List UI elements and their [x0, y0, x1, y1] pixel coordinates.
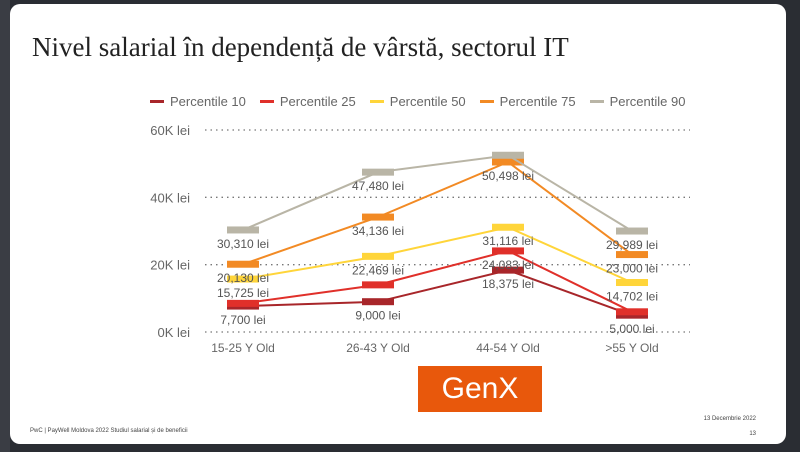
legend-label: Percentile 25	[279, 94, 356, 109]
series-marker	[227, 275, 259, 283]
data-label: 23,000 lei	[606, 262, 658, 276]
series-line	[242, 249, 633, 313]
series-line	[242, 154, 633, 232]
series-line	[242, 226, 633, 284]
data-label: 30,310 lei	[217, 237, 269, 251]
data-label: 18,375 lei	[482, 277, 534, 291]
legend-item: Percentile 50	[369, 94, 466, 109]
series-marker	[362, 298, 394, 306]
legend-swatch	[479, 100, 494, 103]
series-marker	[492, 158, 524, 166]
legend-swatch	[259, 100, 274, 103]
series-marker	[362, 252, 394, 260]
legend-label: Percentile 90	[609, 94, 686, 109]
series-marker	[227, 299, 259, 307]
series-marker	[492, 247, 524, 255]
window-frame-right	[786, 0, 800, 452]
slide: Nivel salarial în dependență de vârstă, …	[10, 4, 786, 444]
series-marker	[492, 151, 524, 159]
series-marker	[362, 168, 394, 176]
genx-badge: GenX	[418, 366, 542, 412]
legend-swatch	[150, 100, 164, 103]
series-marker	[492, 223, 524, 231]
data-label: 14,702 lei	[606, 290, 658, 304]
series-marker	[616, 251, 648, 259]
x-tick-label: 15-25 Y Old	[211, 341, 275, 355]
series-marker	[492, 266, 524, 274]
data-label: 20,130 lei	[217, 271, 269, 285]
footer-source: PwC | PayWell Moldova 2022 Studiul salar…	[30, 428, 188, 434]
y-tick-label: 0K lei	[157, 325, 190, 340]
series-marker	[616, 227, 648, 235]
data-label: 34,136 lei	[352, 224, 404, 238]
x-tick-label: 44-54 Y Old	[476, 341, 540, 355]
data-label: 24,083 lei	[482, 258, 534, 272]
data-label: 31,116 lei	[482, 234, 533, 248]
data-label: 15,725 lei	[217, 286, 269, 300]
series-marker	[362, 281, 394, 289]
legend-item: Percentile 10	[150, 94, 246, 109]
data-label: 9,000 lei	[355, 309, 400, 323]
series-marker	[227, 226, 259, 234]
legend-swatch	[369, 100, 384, 103]
data-label: 47,480 lei	[352, 179, 404, 193]
legend-item: Percentile 90	[589, 94, 686, 109]
data-label: 29,989 lei	[606, 238, 658, 252]
chart-legend: Percentile 10 Percentile 25 Percentile 50 P…	[150, 94, 685, 109]
window-frame-left	[0, 0, 10, 452]
series-marker	[362, 213, 394, 221]
series-marker	[616, 279, 648, 287]
data-label: 50,498 lei	[482, 169, 534, 183]
salary-line-chart: 0K lei 20K lei 40K lei 60K lei 15-25 Y Old 26…	[150, 123, 690, 355]
legend-item: Percentile 25	[259, 94, 356, 109]
slide-title: Nivel salarial în dependență de vârstă, …	[32, 32, 569, 62]
x-tick-label: 26-43 Y Old	[346, 341, 410, 355]
x-tick-label: >55 Y Old	[605, 341, 658, 355]
data-label: 22,469 lei	[352, 263, 404, 277]
data-label: 5,000 lei	[609, 322, 654, 336]
series-line	[242, 160, 633, 266]
legend-swatch	[589, 100, 604, 103]
legend-item: Percentile 75	[479, 94, 576, 109]
footer-date: 13 Decembrie 2022	[703, 416, 756, 422]
legend-label: Percentile 50	[389, 94, 466, 109]
series-marker	[616, 308, 648, 316]
y-tick-label: 60K lei	[150, 123, 190, 138]
data-label: 7,700 lei	[220, 313, 265, 327]
series-marker	[227, 260, 259, 268]
legend-label: Percentile 75	[499, 94, 576, 109]
series-line	[242, 269, 633, 317]
y-tick-label: 40K lei	[150, 190, 190, 205]
y-tick-label: 20K lei	[150, 258, 190, 273]
page-number: 13	[749, 431, 756, 437]
legend-label: Percentile 10	[170, 94, 246, 109]
